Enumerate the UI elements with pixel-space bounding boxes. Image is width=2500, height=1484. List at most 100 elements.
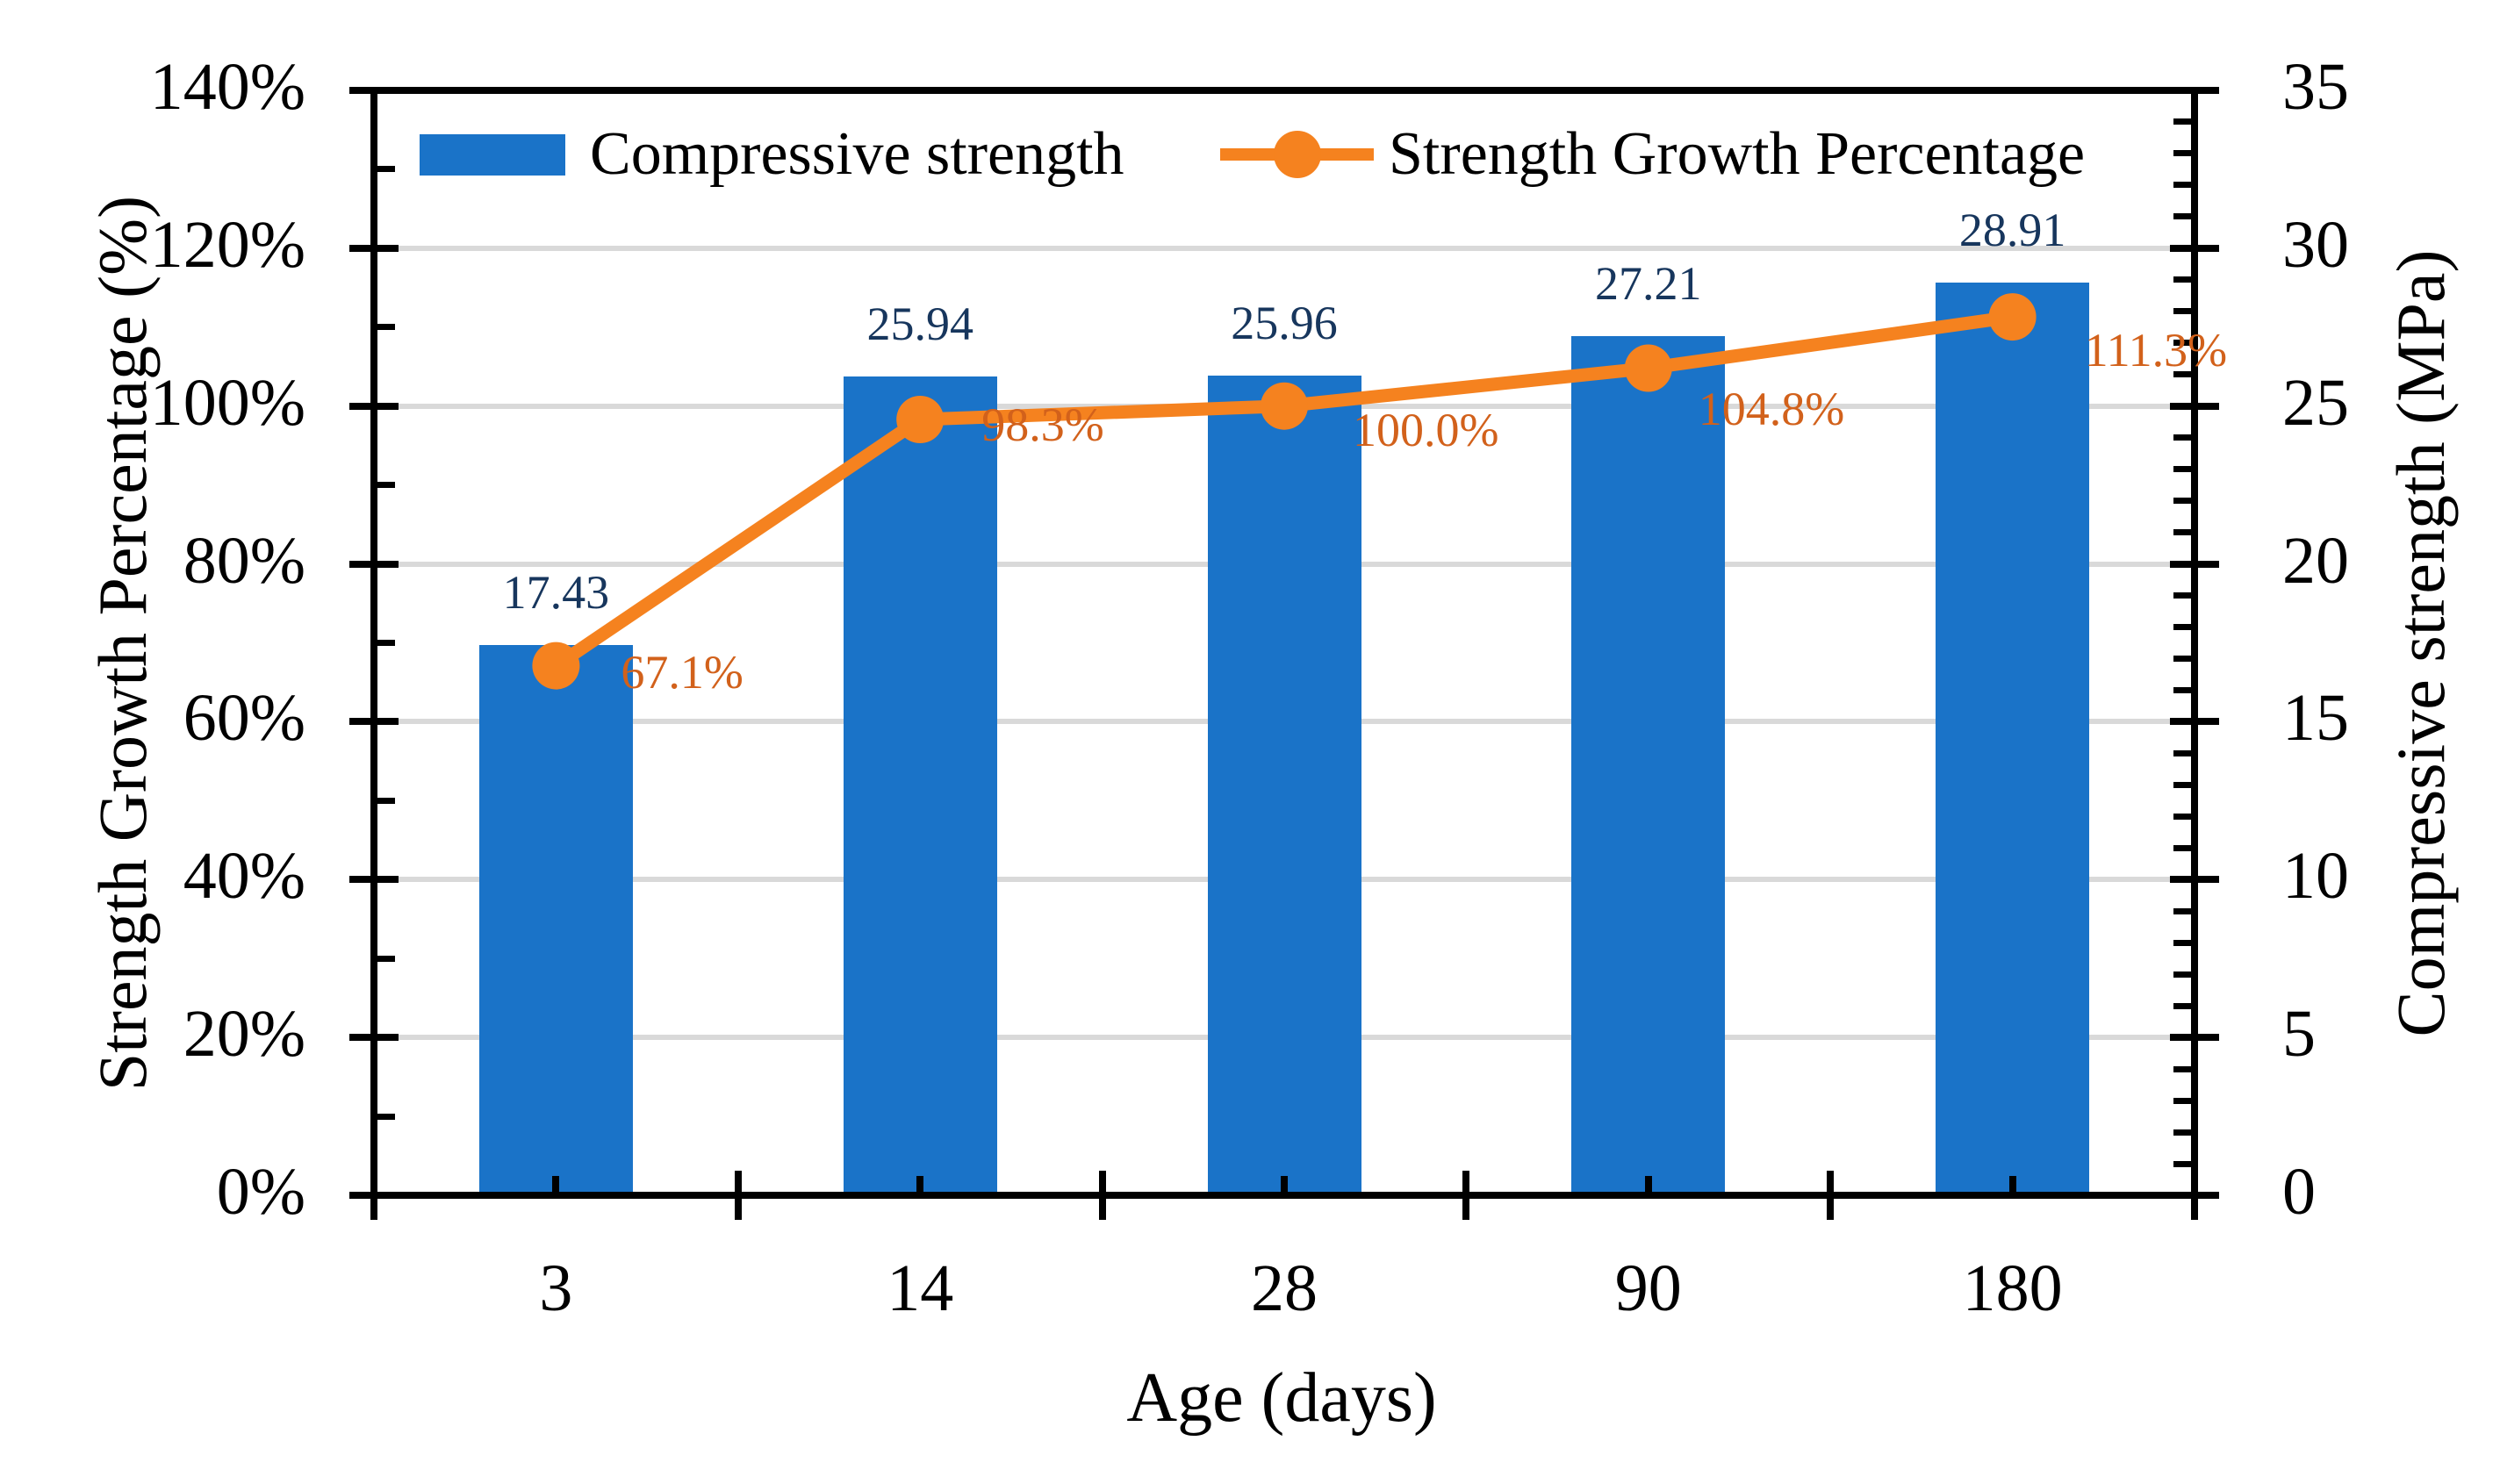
x-major-tick xyxy=(2191,1171,2198,1220)
x-tick-label: 3 xyxy=(539,1251,573,1325)
y-tick-label-right: 35 xyxy=(2282,50,2349,125)
bar xyxy=(1571,336,1726,1195)
bar-value-label: 25.94 xyxy=(866,297,973,350)
y-tick-label-right: 10 xyxy=(2282,839,2349,914)
x-minor-tick xyxy=(916,1176,924,1195)
x-tick-label: 28 xyxy=(1251,1251,1318,1325)
y-minor-tick-right xyxy=(2173,498,2195,505)
y-major-tick-right xyxy=(2170,1034,2219,1042)
y-minor-tick-right xyxy=(2173,655,2195,662)
x-tick-label: 14 xyxy=(887,1251,954,1325)
bar-value-label: 25.96 xyxy=(1231,297,1338,350)
line-point-label: 111.3% xyxy=(2084,324,2228,377)
y-minor-tick-right xyxy=(2173,213,2195,220)
y-major-tick-left xyxy=(349,87,399,94)
y-tick-label-left: 120% xyxy=(149,207,305,282)
y-minor-tick-right xyxy=(2173,1160,2195,1167)
y-tick-label-left: 60% xyxy=(183,681,305,756)
y-minor-tick-right xyxy=(2173,971,2195,978)
y-minor-tick-right xyxy=(2173,150,2195,157)
y-minor-tick-right xyxy=(2173,939,2195,946)
y-minor-tick-right xyxy=(2173,624,2195,630)
y-minor-tick-right xyxy=(2173,813,2195,820)
line-point-label: 67.1% xyxy=(621,645,744,699)
x-minor-tick xyxy=(2008,1176,2016,1195)
x-tick-label: 90 xyxy=(1614,1251,1682,1325)
y-tick-label-left: 20% xyxy=(183,997,305,1072)
y-minor-tick-left xyxy=(374,1113,395,1120)
x-axis-title: Age (days) xyxy=(1126,1359,1437,1437)
y-minor-tick-right xyxy=(2173,749,2195,756)
y-minor-tick-right xyxy=(2173,1097,2195,1104)
bar xyxy=(843,376,997,1195)
right-axis-title: Compressive strength (MPa) xyxy=(2382,249,2459,1036)
y-tick-label-right: 0 xyxy=(2282,1155,2316,1229)
y-major-tick-left xyxy=(349,402,399,410)
y-tick-label-left: 40% xyxy=(183,839,305,914)
y-minor-tick-right xyxy=(2173,529,2195,536)
x-major-tick xyxy=(1827,1171,1835,1220)
y-major-tick-right xyxy=(2170,560,2219,568)
y-minor-tick-right xyxy=(2173,781,2195,788)
y-minor-tick-left xyxy=(374,797,395,804)
y-minor-tick-right xyxy=(2173,276,2195,283)
x-major-tick xyxy=(370,1171,377,1220)
x-major-tick xyxy=(1462,1171,1470,1220)
y-major-tick-right xyxy=(2170,718,2219,726)
y-major-tick-left xyxy=(349,244,399,252)
y-tick-label-left: 100% xyxy=(149,365,305,440)
x-minor-tick xyxy=(552,1176,560,1195)
y-major-tick-left xyxy=(349,876,399,884)
legend-line-marker-icon xyxy=(1274,131,1321,178)
x-major-tick xyxy=(1098,1171,1106,1220)
x-minor-tick xyxy=(1281,1176,1288,1195)
y-major-tick-right xyxy=(2170,876,2219,884)
y-minor-tick-right xyxy=(2173,907,2195,914)
y-major-tick-left xyxy=(349,718,399,726)
y-tick-label-right: 5 xyxy=(2282,997,2316,1072)
y-minor-tick-left xyxy=(374,640,395,646)
y-minor-tick-right xyxy=(2173,434,2195,441)
legend-bar-label: Compressive strength xyxy=(590,120,1124,188)
bar-value-label: 27.21 xyxy=(1595,257,1702,311)
y-minor-tick-right xyxy=(2173,1002,2195,1009)
line-point-label: 104.8% xyxy=(1698,382,1845,435)
y-tick-label-left: 80% xyxy=(183,523,305,598)
y-minor-tick-right xyxy=(2173,340,2195,347)
y-minor-tick-left xyxy=(374,324,395,331)
y-major-tick-left xyxy=(349,560,399,568)
gridline xyxy=(374,245,2195,251)
y-minor-tick-right xyxy=(2173,1065,2195,1072)
y-minor-tick-left xyxy=(374,955,395,962)
y-tick-label-left: 140% xyxy=(149,50,305,125)
y-minor-tick-right xyxy=(2173,182,2195,189)
y-minor-tick-right xyxy=(2173,371,2195,378)
y-minor-tick-right xyxy=(2173,466,2195,473)
y-major-tick-right xyxy=(2170,244,2219,252)
y-tick-label-right: 20 xyxy=(2282,523,2349,598)
x-tick-label: 180 xyxy=(1962,1251,2063,1325)
y-minor-tick-left xyxy=(374,482,395,489)
legend-bar-swatch xyxy=(420,134,565,176)
legend-line-label: Strength Growth Percentage xyxy=(1389,120,2086,188)
y-tick-label-right: 15 xyxy=(2282,681,2349,756)
y-minor-tick-right xyxy=(2173,844,2195,851)
bar xyxy=(1936,283,2090,1195)
y-major-tick-right xyxy=(2170,402,2219,410)
y-major-tick-left xyxy=(349,1034,399,1042)
y-minor-tick-right xyxy=(2173,686,2195,693)
bar-value-label: 28.91 xyxy=(1958,204,2066,257)
line-point-label: 98.3% xyxy=(981,398,1104,451)
y-minor-tick-right xyxy=(2173,118,2195,125)
bar xyxy=(478,645,633,1195)
x-minor-tick xyxy=(1644,1176,1652,1195)
bar-value-label: 17.43 xyxy=(502,566,610,620)
y-minor-tick-right xyxy=(2173,592,2195,599)
bar xyxy=(1207,376,1361,1195)
y-tick-label-right: 25 xyxy=(2282,365,2349,440)
left-axis-title: Strength Growth Percentage (%) xyxy=(84,195,161,1091)
y-minor-tick-left xyxy=(374,166,395,173)
y-minor-tick-right xyxy=(2173,1129,2195,1136)
y-minor-tick-right xyxy=(2173,308,2195,315)
